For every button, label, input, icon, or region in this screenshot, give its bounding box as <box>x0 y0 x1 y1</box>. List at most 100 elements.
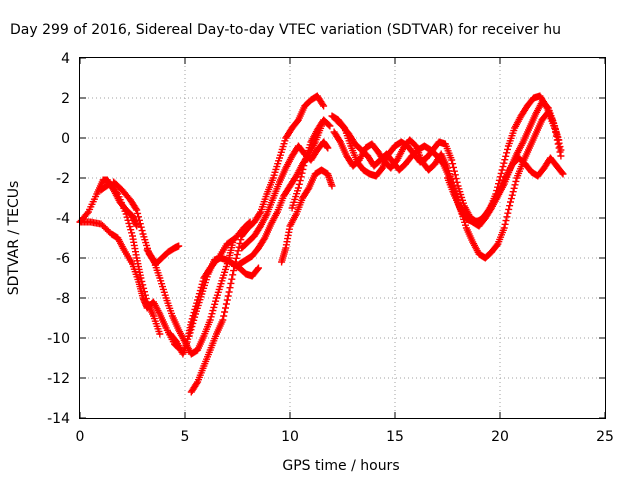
data-point <box>126 223 134 231</box>
data-point <box>552 129 560 137</box>
y-tick-label: -10 <box>47 331 70 347</box>
data-point <box>498 166 506 174</box>
data-point <box>234 247 242 255</box>
data-point <box>328 182 336 190</box>
data-point <box>124 216 132 224</box>
data-point <box>230 267 238 275</box>
data-point <box>501 156 509 164</box>
data-series <box>97 180 164 338</box>
data-point <box>142 295 150 303</box>
data-point <box>297 173 305 181</box>
data-point <box>220 312 228 320</box>
x-tick-label: 25 <box>596 429 614 445</box>
data-point <box>507 198 514 206</box>
y-tick-label: -4 <box>56 211 70 227</box>
data-point <box>298 169 306 177</box>
data-point <box>503 213 511 221</box>
data-point <box>149 255 157 263</box>
data-point <box>190 316 198 324</box>
data-point <box>191 313 199 321</box>
data-point <box>141 291 149 299</box>
x-tick-label: 15 <box>386 429 404 445</box>
data-point <box>511 181 519 189</box>
data-point <box>222 304 229 312</box>
data-point <box>211 300 219 308</box>
data-point <box>231 262 238 270</box>
data-point <box>138 227 146 235</box>
y-tick-label: -12 <box>47 371 70 387</box>
data-point <box>208 310 216 318</box>
data-point <box>512 177 520 185</box>
data-point <box>555 139 563 147</box>
data-point <box>133 222 141 230</box>
data-point <box>219 316 227 324</box>
data-point <box>138 277 146 285</box>
data-point <box>175 242 183 250</box>
data-series <box>110 178 183 268</box>
x-tick-label: 20 <box>491 429 509 445</box>
data-point <box>206 316 214 324</box>
data-point <box>296 177 304 185</box>
data-point <box>326 122 334 130</box>
data-point <box>135 213 142 221</box>
data-point <box>299 165 307 173</box>
data-series <box>288 116 334 212</box>
data-point <box>226 284 234 292</box>
data-point <box>500 159 508 167</box>
data-point <box>133 206 141 214</box>
data-point <box>228 275 236 283</box>
data-point <box>137 223 145 231</box>
data-point <box>448 156 456 164</box>
data-point <box>504 145 511 153</box>
data-point <box>450 163 457 171</box>
data-point <box>222 300 230 308</box>
data-point <box>501 220 509 228</box>
data-point <box>207 313 215 321</box>
data-point <box>185 332 193 340</box>
x-axis-label: GPS time / hours <box>282 458 399 474</box>
data-point <box>506 202 514 210</box>
data-point <box>557 152 565 160</box>
y-tick-label: 0 <box>61 131 70 147</box>
data-point <box>223 296 231 304</box>
data-series <box>76 218 183 352</box>
data-point <box>319 101 327 109</box>
data-point <box>449 160 457 168</box>
data-series <box>187 92 328 396</box>
data-point <box>127 226 135 234</box>
data-point <box>552 125 559 133</box>
y-tick-label: 2 <box>61 91 70 107</box>
data-point <box>189 319 197 327</box>
data-point <box>156 330 164 338</box>
data-point <box>139 281 147 289</box>
data-point <box>300 162 308 170</box>
data-point <box>135 216 143 224</box>
y-tick-label: -6 <box>56 251 70 267</box>
data-point <box>123 213 131 221</box>
data-point <box>450 167 458 175</box>
x-tick-label: 10 <box>281 429 299 445</box>
data-point <box>227 279 235 287</box>
data-point <box>320 102 328 110</box>
y-tick-labels: -14 -12 -10 -8 -6 -4 -2 0 2 4 <box>47 51 70 427</box>
data-point <box>509 188 517 196</box>
data-point <box>141 288 148 296</box>
data-point <box>499 163 507 171</box>
data-point <box>224 292 232 300</box>
data-point <box>132 205 140 213</box>
data-point <box>508 191 516 199</box>
data-point <box>551 122 559 130</box>
x-tick-label: 5 <box>181 429 190 445</box>
data-point <box>236 239 244 247</box>
data-point <box>210 303 218 311</box>
data-point <box>186 329 194 337</box>
data-point <box>557 146 565 154</box>
data-point <box>237 236 245 244</box>
data-point <box>137 274 145 282</box>
data-point <box>125 219 133 227</box>
data-point <box>497 169 505 177</box>
data-point <box>212 297 220 305</box>
data-series <box>278 166 336 266</box>
data-point <box>325 121 333 129</box>
x-tick-labels: 0 5 10 15 20 25 <box>76 429 614 445</box>
